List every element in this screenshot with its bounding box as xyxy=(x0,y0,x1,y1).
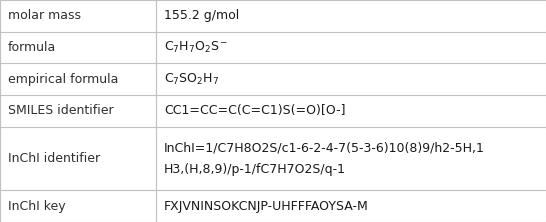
Text: FXJVNINSOKCNJP-UHFFFAOYSA-M: FXJVNINSOKCNJP-UHFFFAOYSA-M xyxy=(164,200,369,213)
Text: 155.2 g/mol: 155.2 g/mol xyxy=(164,9,239,22)
Text: InChI=1/C7H8O2S/c1-6-2-4-7(5-3-6)10(8)9/h2-5H,1: InChI=1/C7H8O2S/c1-6-2-4-7(5-3-6)10(8)9/… xyxy=(164,141,485,155)
Text: molar mass: molar mass xyxy=(8,9,81,22)
Text: CC1=CC=C(C=C1)S(=O)[O-]: CC1=CC=C(C=C1)S(=O)[O-] xyxy=(164,105,345,117)
Text: $\mathregular{C_7H_7O_2S^-}$: $\mathregular{C_7H_7O_2S^-}$ xyxy=(164,40,228,55)
Text: SMILES identifier: SMILES identifier xyxy=(8,105,114,117)
Text: formula: formula xyxy=(8,41,56,54)
Text: InChI identifier: InChI identifier xyxy=(8,152,100,165)
Text: InChI key: InChI key xyxy=(8,200,66,213)
Text: H3,(H,8,9)/p-1/fC7H7O2S/q-1: H3,(H,8,9)/p-1/fC7H7O2S/q-1 xyxy=(164,163,346,176)
Text: $\mathregular{C_7SO_2H_7}$: $\mathregular{C_7SO_2H_7}$ xyxy=(164,72,219,87)
Text: empirical formula: empirical formula xyxy=(8,73,118,86)
